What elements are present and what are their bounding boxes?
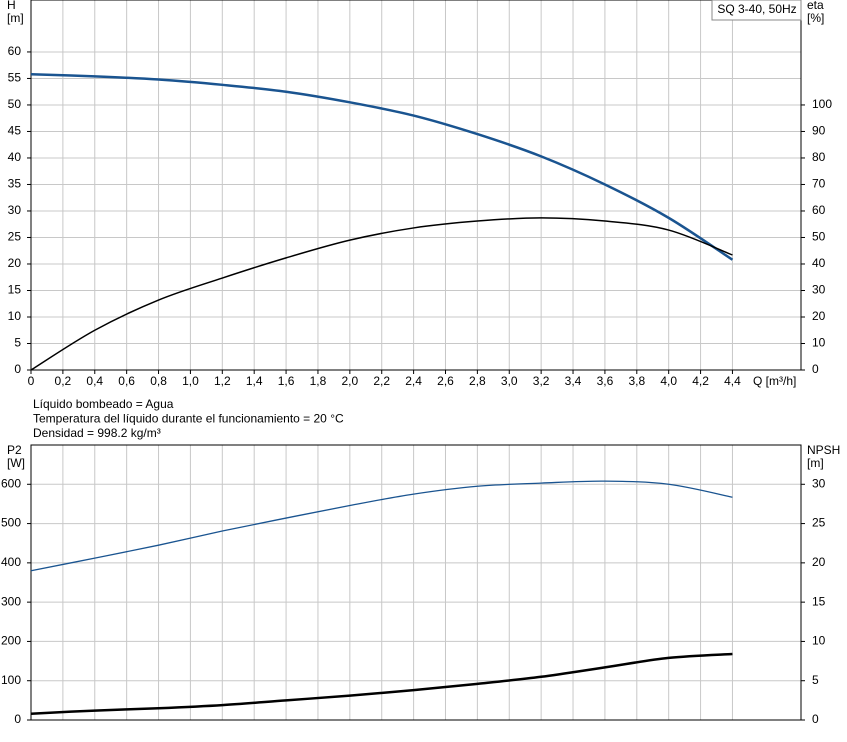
note: Líquido bombeado = Agua (33, 397, 174, 411)
x-tick-label: 1,0 (182, 374, 199, 388)
y-tick-label: 100 (1, 673, 21, 687)
y-tick-label: 50 (8, 97, 22, 111)
x-tick-label: 3,6 (597, 374, 614, 388)
y-tick-label: 55 (8, 71, 22, 85)
y2-tick-label: 0 (812, 712, 819, 726)
chart-title: SQ 3-40, 50Hz (717, 2, 796, 16)
x-tick-label: 0,6 (118, 374, 135, 388)
y2-tick-label: 30 (812, 476, 826, 490)
y2-tick-label: 15 (812, 594, 826, 608)
x-tick-label: 3,8 (628, 374, 645, 388)
y2-tick-label: 60 (812, 203, 826, 217)
y2-axis-label: eta (807, 0, 824, 12)
series-line (30, 652, 733, 715)
x-tick-label: 2,0 (341, 374, 358, 388)
y-tick-label: 400 (1, 555, 21, 569)
y-axis-label: P2 (7, 443, 22, 457)
y-tick-label: 20 (8, 256, 22, 270)
y2-tick-label: 50 (812, 230, 826, 244)
x-tick-label: 4,0 (660, 374, 677, 388)
y-tick-label: 30 (8, 203, 22, 217)
y-tick-label: 60 (8, 44, 22, 58)
x-tick-label: 3,0 (501, 374, 518, 388)
y2-tick-label: 25 (812, 516, 826, 530)
y2-tick-label: 20 (812, 555, 826, 569)
y2-tick-label: 90 (812, 124, 826, 138)
x-tick-label: 4,4 (724, 374, 741, 388)
y-tick-label: 45 (8, 124, 22, 138)
y2-tick-label: 20 (812, 309, 826, 323)
x-tick-label: 2,6 (437, 374, 454, 388)
y2-axis-label: [%] (807, 11, 824, 25)
title-box (711, 0, 802, 21)
y2-tick-label: 10 (812, 336, 826, 350)
y2-tick-label: 80 (812, 150, 826, 164)
y2-axis-label: [m] (807, 456, 824, 470)
y-tick-label: 600 (1, 476, 21, 490)
x-tick-label: 2,8 (469, 374, 486, 388)
y2-tick-label: 5 (812, 673, 819, 687)
x-tick-label: 0 (28, 374, 35, 388)
y-tick-label: 200 (1, 634, 21, 648)
y-tick-label: 25 (8, 230, 22, 244)
series-line (30, 480, 733, 572)
y2-tick-label: 40 (812, 256, 826, 270)
y2-tick-label: 10 (812, 634, 826, 648)
y-tick-label: 5 (14, 336, 21, 350)
x-tick-label: 1,2 (214, 374, 231, 388)
y-axis-label: [m] (7, 11, 24, 25)
y-tick-label: 0 (14, 362, 21, 376)
y-tick-label: 300 (1, 594, 21, 608)
series-line (30, 72, 734, 261)
x-tick-label: 3,4 (565, 374, 582, 388)
y2-axis-label: NPSH (807, 443, 840, 457)
x-tick-label: 2,2 (373, 374, 390, 388)
y-axis-label: H (7, 0, 16, 12)
y-tick-label: 10 (8, 309, 22, 323)
y-tick-label: 0 (14, 712, 21, 726)
x-tick-label: 2,4 (405, 374, 422, 388)
y-tick-label: 35 (8, 177, 22, 191)
y-tick-label: 40 (8, 150, 22, 164)
x-tick-label: 1,6 (278, 374, 295, 388)
x-axis: 0 0,2 0,4 0,6 0,8 1,0 1,2 1,4 1,6 1,8 2,0 2,2 2,4 2,6… (28, 370, 741, 388)
y2-tick-label: 30 (812, 283, 826, 297)
x-tick-label: 4,2 (692, 374, 709, 388)
x-tick-label: 0,4 (86, 374, 103, 388)
series-line (30, 217, 733, 371)
y2-tick-label: 70 (812, 177, 826, 191)
x-tick-label: 0,8 (150, 374, 167, 388)
x-tick-label: 3,2 (533, 374, 550, 388)
x-tick-label: 0,2 (55, 374, 72, 388)
y-tick-label: 500 (1, 516, 21, 530)
plot-frame (30, 0, 802, 371)
x-tick-label: 1,8 (310, 374, 327, 388)
x-tick-label: 1,4 (246, 374, 263, 388)
x-axis-label: Q [m³/h] (753, 374, 796, 388)
y-tick-label: 15 (8, 283, 22, 297)
y-axis-label: [W] (7, 456, 25, 470)
note: Densidad = 998.2 kg/m³ (33, 426, 161, 440)
y2-tick-label: 0 (812, 362, 819, 376)
plot-frame (30, 444, 802, 721)
note: Temperatura del líquido durante el funci… (33, 412, 344, 426)
y2-tick-label: 100 (812, 97, 832, 111)
